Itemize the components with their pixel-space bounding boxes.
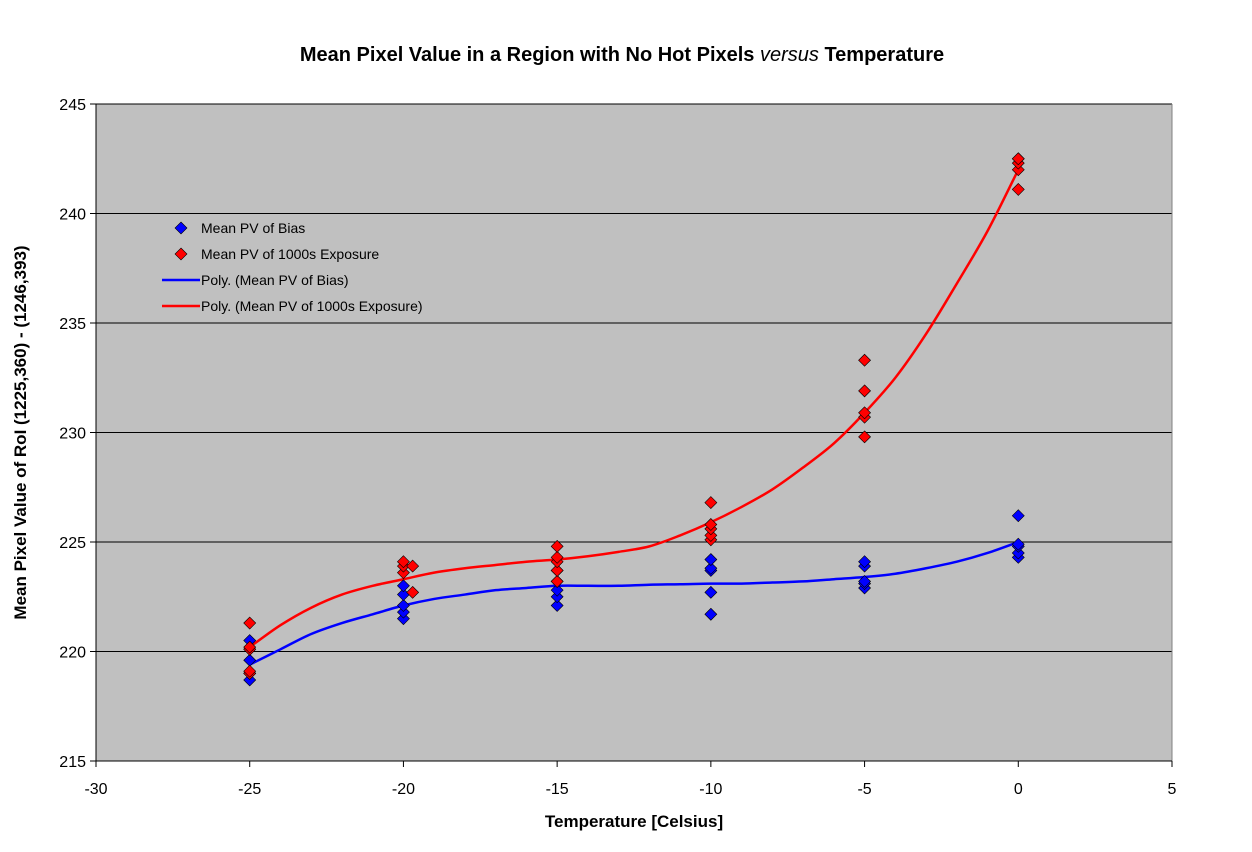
- data-point-series-0: [858, 574, 871, 588]
- x-tick-label: -20: [392, 781, 415, 798]
- data-points: [243, 152, 1025, 687]
- data-point-series-1: [397, 566, 410, 580]
- x-tick-label: -30: [84, 781, 107, 798]
- legend-symbol-marker-1: [174, 247, 188, 261]
- legend-symbol-marker-0: [174, 221, 188, 235]
- y-tick-label: 225: [59, 535, 86, 552]
- x-axis-label: Temperature [Celsius]: [545, 812, 723, 831]
- trend-line-3: [248, 169, 1020, 649]
- y-tick-label: 215: [59, 754, 86, 771]
- data-point-series-1: [550, 564, 564, 577]
- legend-entry-3: Poly. (Mean PV of 1000s Exposure): [201, 298, 423, 314]
- data-point-series-1: [550, 550, 564, 564]
- data-point-series-0: [243, 673, 257, 687]
- y-axis-label: Mean Pixel Value of RoI (1225,360) - (12…: [11, 245, 30, 619]
- data-point-series-1: [243, 640, 257, 654]
- x-tick-label: -15: [546, 781, 569, 798]
- x-tick-label: -10: [699, 781, 722, 798]
- y-tick-label: 240: [59, 207, 86, 224]
- y-tick-label: 220: [59, 645, 86, 662]
- x-tick-label: 5: [1168, 781, 1177, 798]
- chart-title: Mean Pixel Value in a Region with No Hot…: [300, 44, 944, 66]
- data-point-series-1: [406, 559, 420, 573]
- data-point-series-1: [1011, 163, 1025, 177]
- data-point-series-0: [704, 607, 718, 621]
- data-point-series-1: [858, 384, 871, 398]
- chart-title-part-1: Mean Pixel Value in a Region with No Hot…: [300, 44, 760, 66]
- x-tick-label: 0: [1014, 781, 1023, 798]
- chart-title-part-3: Temperature: [819, 44, 944, 66]
- y-tick-label: 245: [59, 97, 86, 114]
- data-point-series-1: [406, 585, 420, 599]
- data-point-series-0: [550, 590, 564, 604]
- legend-entry-1: Mean PV of 1000s Exposure: [201, 246, 379, 262]
- legend-entry-2: Poly. (Mean PV of Bias): [201, 272, 349, 288]
- y-tick-label: 235: [59, 316, 86, 333]
- data-point-series-1: [858, 406, 871, 420]
- data-point-series-0: [1011, 546, 1025, 560]
- tick-labels: -30 -25 -20 -15 -10 -5 0 5 215 220 225 230 235 240 245: [59, 97, 1176, 798]
- data-point-series-0: [550, 599, 564, 612]
- trend-line-2: [249, 540, 1019, 666]
- data-point-series-1: [704, 518, 718, 531]
- x-tick-label: -25: [238, 781, 261, 798]
- data-point-series-0: [397, 605, 410, 619]
- data-point-series-1: [243, 616, 257, 630]
- data-point-series-1: [550, 574, 564, 588]
- data-point-series-0: [858, 555, 871, 569]
- data-point-series-1: [1011, 182, 1025, 196]
- chart-title-part-2: versus: [760, 44, 819, 66]
- data-point-series-0: [397, 612, 410, 626]
- data-point-series-1: [704, 529, 718, 542]
- data-point-series-1: [858, 430, 871, 444]
- x-tick-label: -5: [857, 781, 871, 798]
- data-point-series-1: [550, 539, 564, 553]
- data-point-series-1: [704, 496, 718, 510]
- data-point-series-0: [1011, 537, 1025, 551]
- data-point-series-0: [704, 561, 718, 575]
- data-point-series-1: [1011, 152, 1025, 166]
- data-point-series-0: [397, 579, 410, 593]
- trend-lines: [248, 169, 1020, 666]
- data-point-series-0: [550, 583, 564, 597]
- data-point-series-0: [1011, 509, 1025, 523]
- data-point-series-1: [243, 664, 257, 678]
- legend: Mean PV of Bias Mean PV of 1000s Exposure…: [162, 220, 423, 314]
- data-point-series-1: [397, 555, 410, 569]
- data-point-series-0: [704, 553, 718, 566]
- axes: [90, 103, 1173, 767]
- data-point-series-0: [397, 599, 410, 612]
- data-point-series-0: [704, 585, 718, 599]
- y-tick-label: 230: [59, 426, 86, 443]
- legend-entry-0: Mean PV of Bias: [201, 220, 305, 236]
- data-point-series-1: [858, 353, 871, 367]
